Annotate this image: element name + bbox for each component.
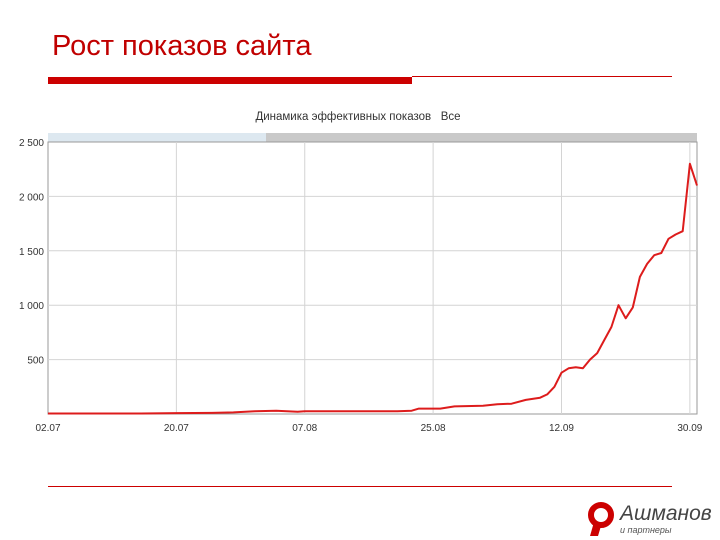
logo-subtitle: и партнеры [620, 525, 672, 535]
y-tick-label: 500 [27, 356, 44, 367]
footer-rule [48, 486, 672, 487]
slide-title: Рост показов сайта [52, 30, 312, 62]
y-tick-label: 1 500 [19, 247, 44, 258]
x-tick-label: 12.09 [549, 423, 574, 434]
x-tick-label: 25.08 [421, 423, 446, 434]
axis-ticks: 500 1 000 1 500 2 000 2 500 02.07 20.07 07.08 25… [19, 138, 703, 434]
title-underline [48, 77, 412, 84]
chart-title: Динамика эффективных показов Все [255, 111, 460, 123]
logo-mark-icon [588, 502, 614, 536]
title-rule [412, 76, 672, 77]
company-logo: Ашманов и партнеры [584, 500, 720, 540]
x-tick-label: 07.08 [292, 423, 317, 434]
x-tick-label: 20.07 [164, 423, 189, 434]
range-bar-rest [266, 133, 697, 142]
y-tick-label: 2 000 [19, 192, 44, 203]
x-tick-label: 30.09 [677, 423, 702, 434]
series-line [48, 162, 698, 415]
logo-wordmark: Ашманов [620, 502, 712, 525]
x-tick-label: 02.07 [35, 423, 60, 434]
plot-area [47, 141, 698, 415]
range-bar-selected [48, 133, 266, 142]
y-tick-label: 1 000 [19, 301, 44, 312]
y-tick-label: 2 500 [19, 138, 44, 149]
